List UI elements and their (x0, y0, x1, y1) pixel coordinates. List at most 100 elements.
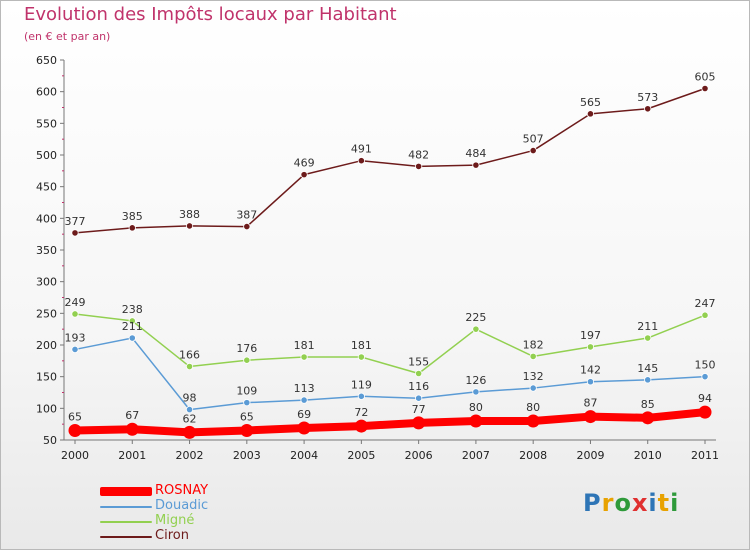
data-label: 65 (240, 411, 254, 424)
data-label: 155 (408, 356, 429, 369)
data-point (701, 311, 709, 319)
data-label: 387 (236, 209, 257, 222)
legend-swatch-rosnay (100, 487, 152, 496)
y-tick-label: 500 (36, 149, 57, 162)
data-point (412, 416, 426, 430)
data-label: 573 (637, 91, 658, 104)
data-point (128, 317, 136, 325)
series-line-douadic (74, 337, 706, 411)
series-line-migné (74, 313, 706, 375)
data-point (357, 392, 365, 400)
data-point (469, 414, 483, 428)
data-label: 565 (580, 96, 601, 109)
data-point (183, 425, 197, 439)
chart-subtitle: (en € et par an) (24, 30, 111, 43)
y-tick-label: 150 (36, 371, 57, 384)
data-point (529, 384, 537, 392)
data-point (472, 161, 480, 169)
legend-item-douadic: Douadic (100, 498, 300, 514)
legend-swatch-douadic (100, 506, 152, 508)
legend-label-douadic: Douadic (155, 498, 209, 513)
data-point (641, 411, 655, 425)
logo-letter: r (601, 489, 615, 517)
y-tick-label: 50 (43, 434, 57, 447)
data-point (644, 334, 652, 342)
data-label: 109 (236, 385, 257, 398)
data-point (586, 343, 595, 351)
data-point (644, 376, 652, 384)
legend-swatch-ciron (100, 536, 152, 538)
data-point (415, 394, 423, 402)
data-label: 197 (580, 329, 601, 342)
y-tick-label: 600 (36, 86, 57, 99)
data-label: 72 (354, 406, 368, 419)
data-point (240, 424, 254, 437)
data-label: 484 (465, 147, 486, 160)
x-tick-label: 2004 (290, 449, 318, 462)
data-point (701, 84, 709, 93)
x-tick-label: 2008 (519, 449, 547, 462)
logo-letter: t (657, 489, 671, 517)
data-label: 113 (294, 382, 315, 395)
legend-label-ciron: Ciron (155, 528, 189, 543)
data-label: 605 (695, 71, 716, 84)
data-label: 98 (183, 392, 197, 405)
data-point (71, 345, 79, 354)
x-tick-label: 2005 (347, 449, 375, 462)
data-label: 225 (465, 311, 486, 324)
data-point (701, 373, 709, 381)
data-label: 491 (351, 143, 372, 156)
data-label: 142 (580, 364, 601, 377)
data-point (185, 362, 194, 371)
series-line-ciron (74, 87, 706, 234)
legend-item-rosnay: ROSNAY (100, 483, 300, 499)
data-point (243, 356, 251, 364)
data-point (357, 157, 365, 165)
data-point (243, 399, 251, 407)
x-tick-label: 2006 (405, 449, 433, 462)
legend-label-rosnay: ROSNAY (155, 483, 209, 498)
data-point (185, 405, 194, 414)
y-tick-label: 650 (36, 54, 57, 67)
data-label: 249 (65, 296, 86, 309)
data-label: 65 (68, 411, 82, 424)
data-label: 193 (65, 331, 86, 344)
y-tick-label: 300 (36, 276, 57, 289)
logo-letter: o (614, 489, 632, 517)
logo-letter: P (583, 489, 602, 517)
logo-letter: i (648, 489, 658, 517)
data-point (243, 222, 251, 231)
data-label: 126 (465, 374, 486, 387)
data-point (583, 410, 597, 424)
data-point (300, 396, 308, 404)
data-point (68, 424, 82, 437)
data-label: 94 (698, 392, 712, 405)
data-label: 211 (122, 320, 143, 333)
data-point (472, 325, 480, 333)
data-point (529, 352, 537, 360)
data-point (128, 334, 136, 342)
data-point (300, 353, 308, 361)
y-tick-label: 250 (36, 307, 57, 320)
legend-item-migne: Migné (100, 513, 300, 529)
legend-swatch-migne (100, 521, 152, 523)
data-point (586, 378, 595, 386)
data-label: 181 (351, 339, 372, 352)
data-point (415, 369, 423, 378)
data-label: 69 (297, 408, 311, 421)
data-point (526, 414, 540, 428)
legend-label-migne: Migné (155, 513, 195, 528)
data-label: 388 (179, 208, 200, 221)
data-point (586, 110, 595, 118)
data-point (71, 229, 79, 237)
y-tick-label: 350 (36, 244, 57, 257)
data-label: 238 (122, 303, 143, 316)
x-tick-label: 2000 (61, 449, 89, 462)
data-label: 181 (294, 339, 315, 352)
proxiti-logo: Proxiti (583, 489, 679, 517)
data-point (125, 422, 139, 436)
data-label: 116 (408, 380, 429, 393)
data-label: 87 (583, 397, 597, 410)
data-label: 85 (641, 398, 655, 411)
data-label: 385 (122, 210, 143, 223)
